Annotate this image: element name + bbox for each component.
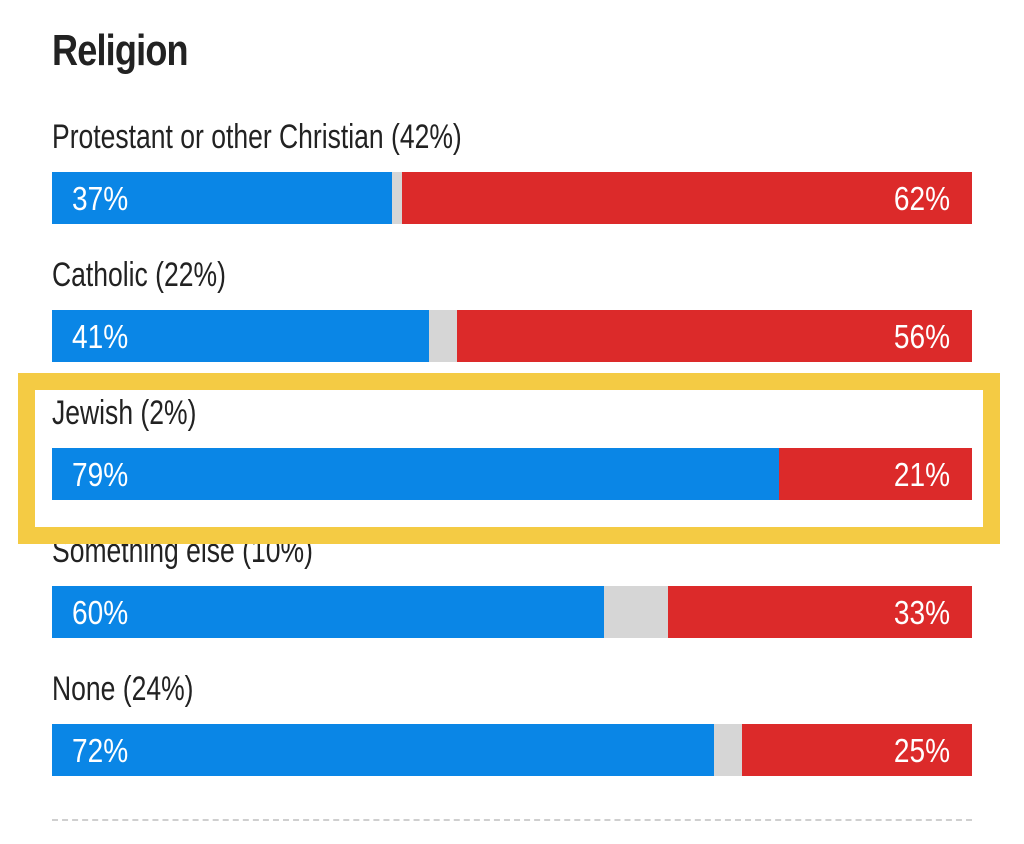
bar-segment-rep (668, 586, 972, 638)
bar-segment-rep (778, 448, 972, 500)
bar-segment-rep (401, 172, 972, 224)
highlight-box (18, 373, 1000, 544)
bar-segment-dem (52, 724, 715, 776)
data-label-rep: 21% (893, 456, 950, 493)
data-label-dem: 79% (72, 456, 129, 493)
bar-segment-dem (52, 172, 393, 224)
data-label-dem: 37% (72, 180, 129, 217)
stacked-bar: 79% 21% (52, 448, 972, 500)
data-label-dem: 60% (72, 594, 129, 631)
stacked-bar: 37% 62% (52, 172, 972, 224)
category-label: None (24%) (52, 670, 194, 708)
data-label-rep: 33% (893, 594, 950, 631)
bar-segment-rep (456, 310, 972, 362)
data-label-rep: 62% (893, 180, 950, 217)
stacked-bar: 60% 33% (52, 586, 972, 638)
category-label: Jewish (2%) (52, 394, 197, 432)
stacked-bar: 41% 56% (52, 310, 972, 362)
data-label-dem: 41% (72, 318, 129, 355)
chart-title: Religion (52, 26, 189, 75)
dashed-divider (52, 819, 972, 821)
category-label: Catholic (22%) (52, 256, 226, 294)
bar-segment-rep (742, 724, 972, 776)
data-label-dem: 72% (72, 732, 129, 769)
data-label-rep: 56% (893, 318, 950, 355)
stacked-bar: 72% 25% (52, 724, 972, 776)
data-label-rep: 25% (893, 732, 950, 769)
bar-segment-dem (52, 310, 430, 362)
category-label: Protestant or other Christian (42%) (52, 118, 462, 156)
bar-segment-dem (52, 586, 604, 638)
bar-segment-dem (52, 448, 779, 500)
